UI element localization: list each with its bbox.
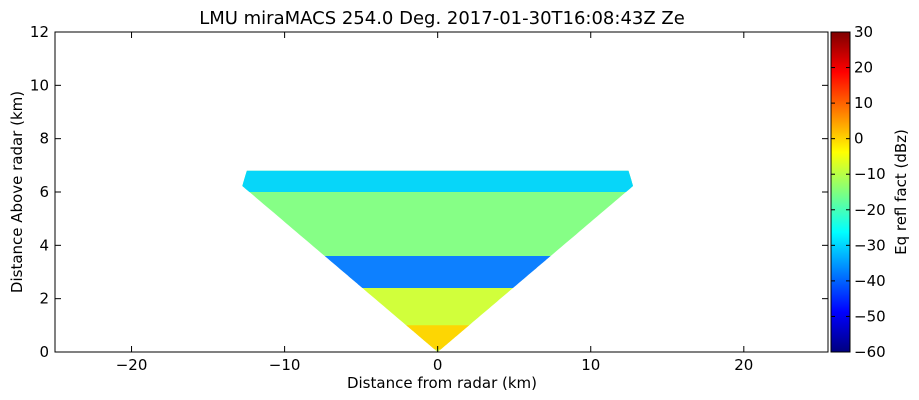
colorbar-tick-label: −10 — [854, 165, 886, 183]
x-tick-label: −10 — [269, 356, 301, 374]
y-tick-label: 6 — [39, 183, 49, 201]
reflectivity-layer — [406, 325, 470, 350]
y-axis: 0 2 4 6 8 10 12 — [30, 23, 828, 361]
colorbar-tick-label: −60 — [854, 343, 886, 361]
colorbar-label: Eq refl fact (dBz) — [892, 129, 910, 255]
x-tick-label: 10 — [581, 356, 600, 374]
x-axis: −20 −10 0 10 20 — [116, 32, 753, 374]
y-tick-label: 0 — [39, 343, 49, 361]
y-tick-label: 10 — [30, 76, 49, 94]
colorbar-tick-label: −30 — [854, 236, 886, 254]
colorbar-tick-label: 30 — [854, 23, 873, 41]
colorbar-tick-label: 0 — [854, 130, 864, 148]
reflectivity-layer — [242, 170, 634, 192]
y-tick-label: 12 — [30, 23, 49, 41]
chart-title: LMU miraMACS 254.0 Deg. 2017-01-30T16:08… — [199, 8, 685, 29]
x-tick-label: 0 — [433, 356, 443, 374]
y-tick-label: 4 — [39, 236, 49, 254]
colorbar: −60 −50 −40 −30 −20 −10 0 10 20 30 — [830, 23, 886, 361]
colorbar-ticks: −60 −50 −40 −30 −20 −10 0 10 20 30 — [831, 23, 886, 361]
x-axis-label: Distance from radar (km) — [347, 374, 537, 392]
colorbar-tick-label: −20 — [854, 201, 886, 219]
reflectivity-field — [242, 170, 634, 352]
y-tick-label: 8 — [39, 130, 49, 148]
reflectivity-layer — [324, 256, 551, 288]
x-tick-label: 20 — [734, 356, 753, 374]
colorbar-tick-label: −50 — [854, 307, 886, 325]
x-tick-label: −20 — [116, 356, 148, 374]
reflectivity-layer — [242, 170, 634, 256]
colorbar-tick-label: 20 — [854, 59, 873, 77]
y-tick-label: 2 — [39, 290, 49, 308]
colorbar-tick-label: −40 — [854, 272, 886, 290]
y-axis-label: Distance Above radar (km) — [8, 91, 26, 293]
colorbar-ramp — [830, 31, 851, 353]
plot-area — [242, 170, 634, 352]
reflectivity-layer — [362, 288, 513, 352]
colorbar-tick-label: 10 — [854, 94, 873, 112]
